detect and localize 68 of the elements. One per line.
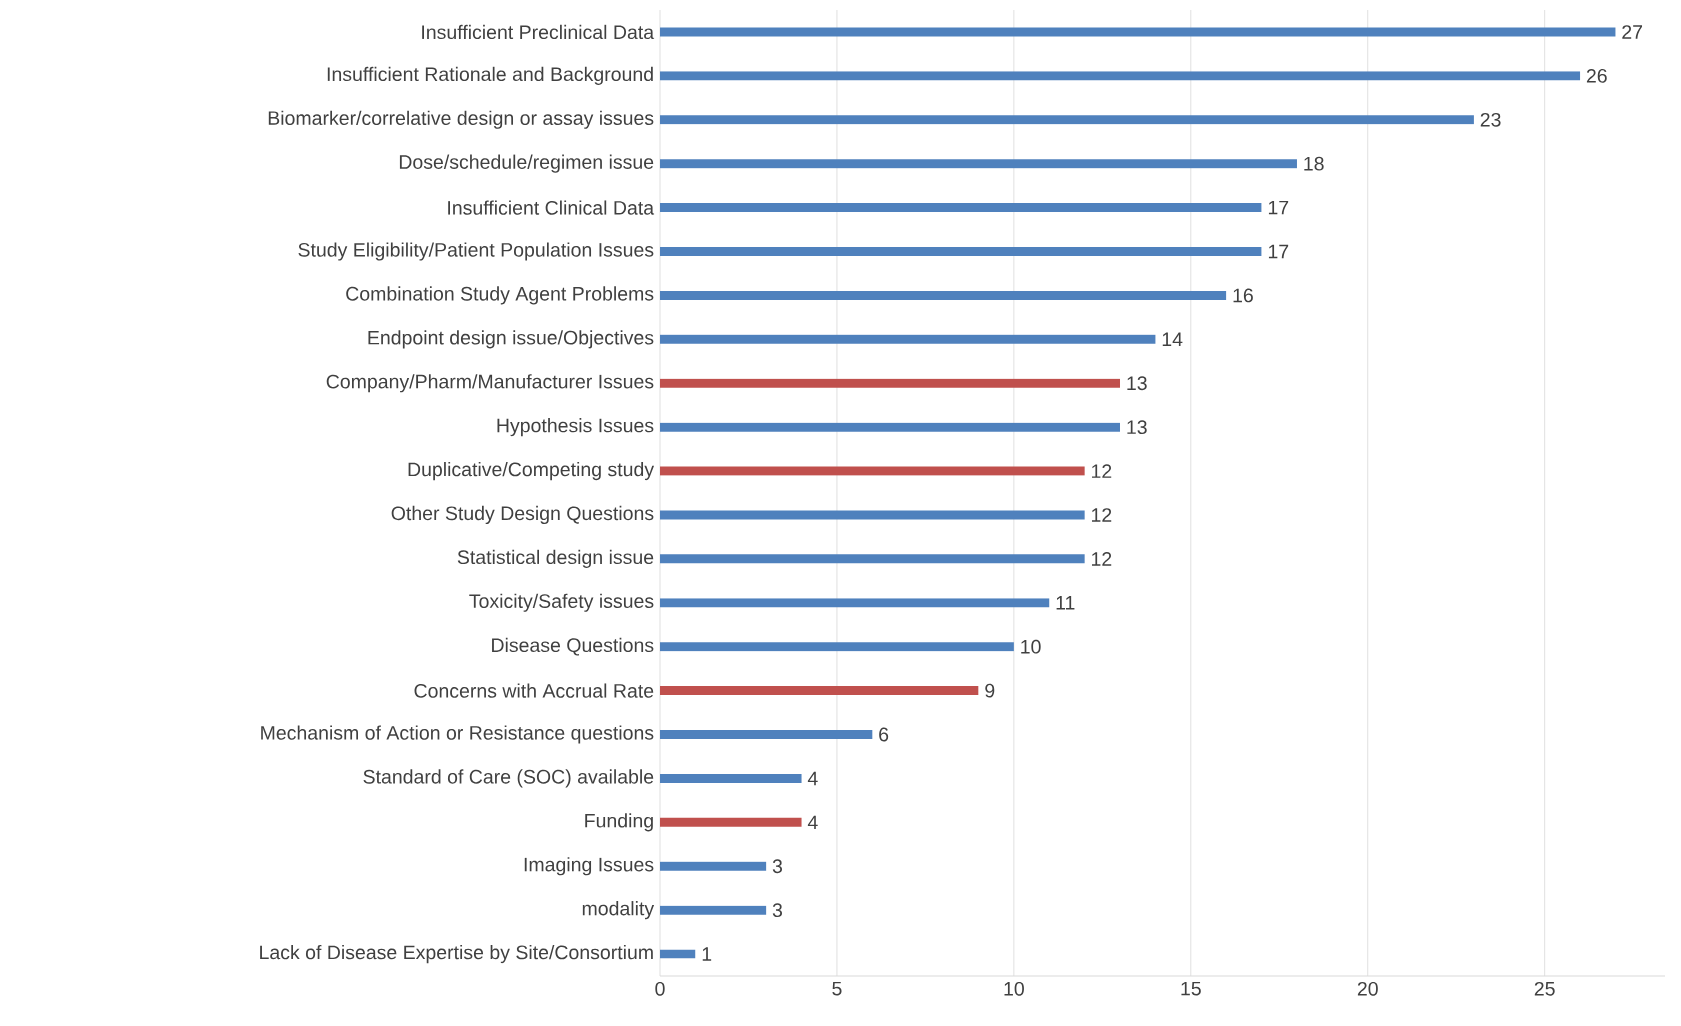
y-tick-label: Standard of Care (SOC) available [363,769,654,788]
bar [660,290,1227,300]
data-label: 13 [1127,376,1147,391]
bar [660,422,1121,432]
y-tick-label: Dose/schedule/regimen issue [399,154,654,173]
bar [660,115,1474,125]
data-label: 4 [807,771,818,786]
data-label: 12 [1092,464,1112,478]
y-tick-label: Combination Study Agent Problems [346,286,654,305]
x-tick-label: 25 [1534,981,1555,996]
y-tick-label: Duplicative/Competing study [408,461,655,481]
data-label: 13 [1127,420,1147,435]
bar [660,247,1262,257]
y-tick-label: Lack of Disease Expertise by Site/Consortium [260,944,653,964]
data-label: 16 [1233,288,1253,303]
y-tick-label: modality [582,901,655,920]
data-label: 10 [1021,639,1041,654]
bar [660,817,802,827]
data-label: 23 [1480,112,1501,127]
data-label: 17 [1268,200,1289,215]
data-label: 3 [772,903,783,918]
x-tick-label: 15 [1181,981,1201,996]
bar [660,861,767,871]
y-tick-label: Toxicity/Safety issues [469,593,654,612]
data-label: 4 [807,815,818,830]
x-tick-label: 5 [832,981,842,996]
bar [660,686,979,696]
bar [660,334,1156,344]
y-tick-label: Mechanism of Action or Resistance questions [261,725,654,744]
y-tick-label: Biomarker/correlative design or assay issues [268,110,654,129]
bar [660,27,1616,37]
data-label: 12 [1092,508,1112,522]
data-label: 17 [1268,244,1289,259]
x-tick-label: 0 [655,981,665,996]
y-tick-label: Insufficient Preclinical Data [422,24,655,40]
data-label: 27 [1622,25,1643,39]
data-label: 1 [702,947,712,961]
bar [660,203,1262,213]
y-tick-label: Study Eligibility/Patient Population Issues [298,242,654,261]
y-tick-label: Imaging Issues [524,857,654,876]
y-tick-label: Insufficient Clinical Data [448,200,655,215]
data-label: 14 [1162,332,1183,347]
y-tick-label: Statistical design issue [457,549,654,568]
data-label: 11 [1056,596,1075,610]
bar [660,773,802,783]
y-tick-label: Other Study Design Questions [391,505,654,525]
data-label: 3 [772,859,783,874]
bar [660,554,1085,564]
x-tick-label: 20 [1357,981,1378,996]
bar [660,378,1121,388]
x-tick-label: 10 [1004,981,1024,996]
bar [660,159,1297,169]
bar [660,642,1014,652]
y-tick-label: Hypothesis Issues [497,418,654,437]
y-tick-label: Insufficient Rationale and Background [327,66,653,85]
y-tick-label: Endpoint design issue/Objectives [368,330,654,349]
y-tick-label: Disease Questions [492,637,654,656]
data-label: 18 [1304,156,1324,171]
y-tick-label: Funding [585,813,653,832]
bar [660,730,873,740]
data-label: 6 [879,727,889,742]
data-label: 26 [1586,68,1607,83]
y-tick-label: Concerns with Accrual Rate [414,683,654,698]
y-tick-label: Company/Pharm/Manufacturer Issues [326,374,654,393]
data-label: 9 [985,683,995,698]
data-label: 12 [1092,552,1112,566]
bar [660,905,767,915]
bar [660,510,1085,520]
